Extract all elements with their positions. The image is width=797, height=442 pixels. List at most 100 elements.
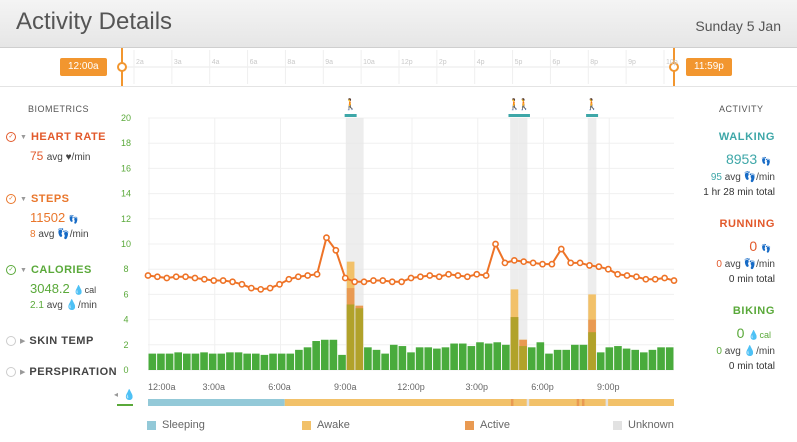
calorie-indicator: [117, 404, 133, 406]
heart-rate-point: [294, 273, 302, 281]
timeline-tick-label: 6a: [250, 59, 258, 66]
heart-rate-point: [388, 278, 396, 286]
timeline-tick-label: 9a: [325, 59, 333, 66]
calorie-bar: [277, 353, 286, 370]
heart-rate-section[interactable]: ✓ ▼ HEART RATE 75 avg ♥/min: [6, 131, 106, 163]
heart-rate-point: [642, 275, 650, 283]
calorie-bar: [165, 353, 174, 370]
calorie-bar: [191, 353, 200, 370]
calories-unit: 💧cal: [73, 285, 97, 295]
steps-section[interactable]: ✓ ▼ STEPS 11502 👣 8 avg 👣/min: [6, 193, 89, 240]
legend-active-label: Active: [480, 419, 510, 431]
heart-rate-point: [182, 273, 189, 281]
calorie-bar: [398, 346, 407, 370]
y-tick-label: 2: [123, 340, 128, 350]
timeline-tick-label: 9p: [628, 59, 636, 66]
timeline-scrubber[interactable]: 2a 3a 4a 6a 8a 9a 10a 12p 2p 4p 5p 6p 8p 9p 10p 12:00a…: [0, 48, 797, 87]
heart-rate-point: [370, 277, 377, 284]
radio-icon[interactable]: [6, 367, 16, 377]
calorie-bar: [640, 352, 648, 370]
heart-rate-point: [229, 278, 236, 286]
awake-segment: [284, 399, 674, 406]
footprints-icon: 👣: [761, 244, 771, 253]
biking-avg-unit: avg 💧/min: [724, 346, 775, 357]
check-icon[interactable]: ✓: [6, 194, 16, 204]
end-time-handle[interactable]: 11:59p: [686, 58, 732, 76]
unknown-band: [518, 118, 528, 370]
heart-rate-point: [200, 275, 208, 283]
perspiration-section[interactable]: ▶ PERSPIRATION: [6, 366, 117, 378]
running-label: RUNNING: [719, 218, 775, 230]
caret-right-icon[interactable]: ▶: [20, 338, 26, 345]
radio-icon[interactable]: [6, 336, 16, 346]
caret-down-icon[interactable]: ▼: [20, 195, 27, 203]
heart-rate-point: [661, 274, 669, 282]
steps-bar: [355, 308, 364, 370]
timeline-tick-label: 3a: [174, 59, 182, 66]
heart-rate-point: [153, 273, 161, 281]
heart-rate-point: [482, 272, 490, 279]
calories-section[interactable]: ✓ ▼ CALORIES 3048.2 💧cal 2.1 avg 💧/min: [6, 264, 97, 311]
calorie-bar: [157, 353, 165, 370]
page-title: Activity Details: [16, 8, 173, 35]
calorie-bar: [622, 348, 631, 370]
walking-avg-value: 95: [710, 172, 722, 183]
walking-icon: 🚶: [517, 98, 531, 111]
calorie-bar: [148, 353, 157, 370]
heart-rate-point: [398, 278, 406, 286]
heart-rate-point: [332, 246, 340, 254]
calorie-bar: [338, 354, 346, 370]
y-tick-label: 6: [123, 289, 128, 299]
walking-marker-bar: [344, 114, 357, 117]
heart-rate-point: [595, 263, 603, 271]
calorie-bar: [295, 349, 303, 370]
caret-down-icon[interactable]: ▼: [20, 266, 27, 274]
heart-rate-label: HEART RATE: [30, 131, 107, 143]
heart-rate-value: 75: [30, 149, 44, 163]
running-avg-unit: avg 👣/min: [724, 259, 775, 270]
heart-rate-point: [473, 270, 481, 278]
legend-awake-label: Awake: [317, 419, 350, 431]
calorie-bar: [389, 344, 398, 370]
caret-right-icon[interactable]: ▶: [20, 369, 26, 376]
calorie-bar: [536, 342, 545, 370]
calorie-bar: [329, 339, 338, 370]
unknown-band: [510, 118, 519, 370]
timeline-tick-label: 12p: [401, 59, 413, 66]
y-tick-label: 12: [121, 214, 131, 224]
heart-rate-point: [454, 272, 462, 279]
biking-label: BIKING: [732, 305, 775, 317]
heart-rate-point: [586, 262, 593, 269]
heart-rate-point: [407, 274, 415, 282]
heart-rate-point: [323, 234, 330, 242]
timeline-tick-label: 5p: [515, 59, 523, 66]
y-tick-label: 16: [121, 163, 131, 173]
calorie-bar: [424, 347, 433, 370]
unknown-swatch: [613, 420, 622, 430]
calorie-bar: [174, 352, 182, 370]
timeline-tick-label: 2a: [136, 59, 144, 66]
activity-heading: ACTIVITY: [719, 104, 764, 114]
check-icon[interactable]: ✓: [6, 132, 16, 142]
calorie-bar: [458, 343, 467, 370]
calorie-bar: [312, 341, 320, 370]
heart-rate-point: [567, 259, 575, 267]
skin-temp-section[interactable]: ▶ SKIN TEMP: [6, 335, 94, 347]
heart-rate-point: [360, 278, 368, 286]
heart-rate-point: [614, 270, 622, 278]
calorie-bar: [631, 349, 640, 370]
walking-section: WALKING 8953 👣 95 avg 👣/min 1 hr 28 min …: [703, 131, 775, 198]
walking-marker-bar: [508, 114, 521, 117]
heart-rate-point: [576, 259, 584, 267]
biking-unit: 💧cal: [748, 330, 771, 340]
footprints-icon: 👣: [68, 215, 79, 224]
calorie-bar: [364, 347, 372, 370]
biking-value: 0: [736, 325, 745, 341]
start-time-handle[interactable]: 12:00a: [60, 58, 107, 76]
check-icon[interactable]: ✓: [6, 265, 16, 275]
heart-rate-point: [445, 270, 452, 278]
steps-value: 11502: [30, 210, 66, 225]
caret-down-icon[interactable]: ▼: [20, 133, 27, 141]
running-value: 0: [749, 238, 758, 254]
heart-rate-point: [633, 273, 640, 281]
